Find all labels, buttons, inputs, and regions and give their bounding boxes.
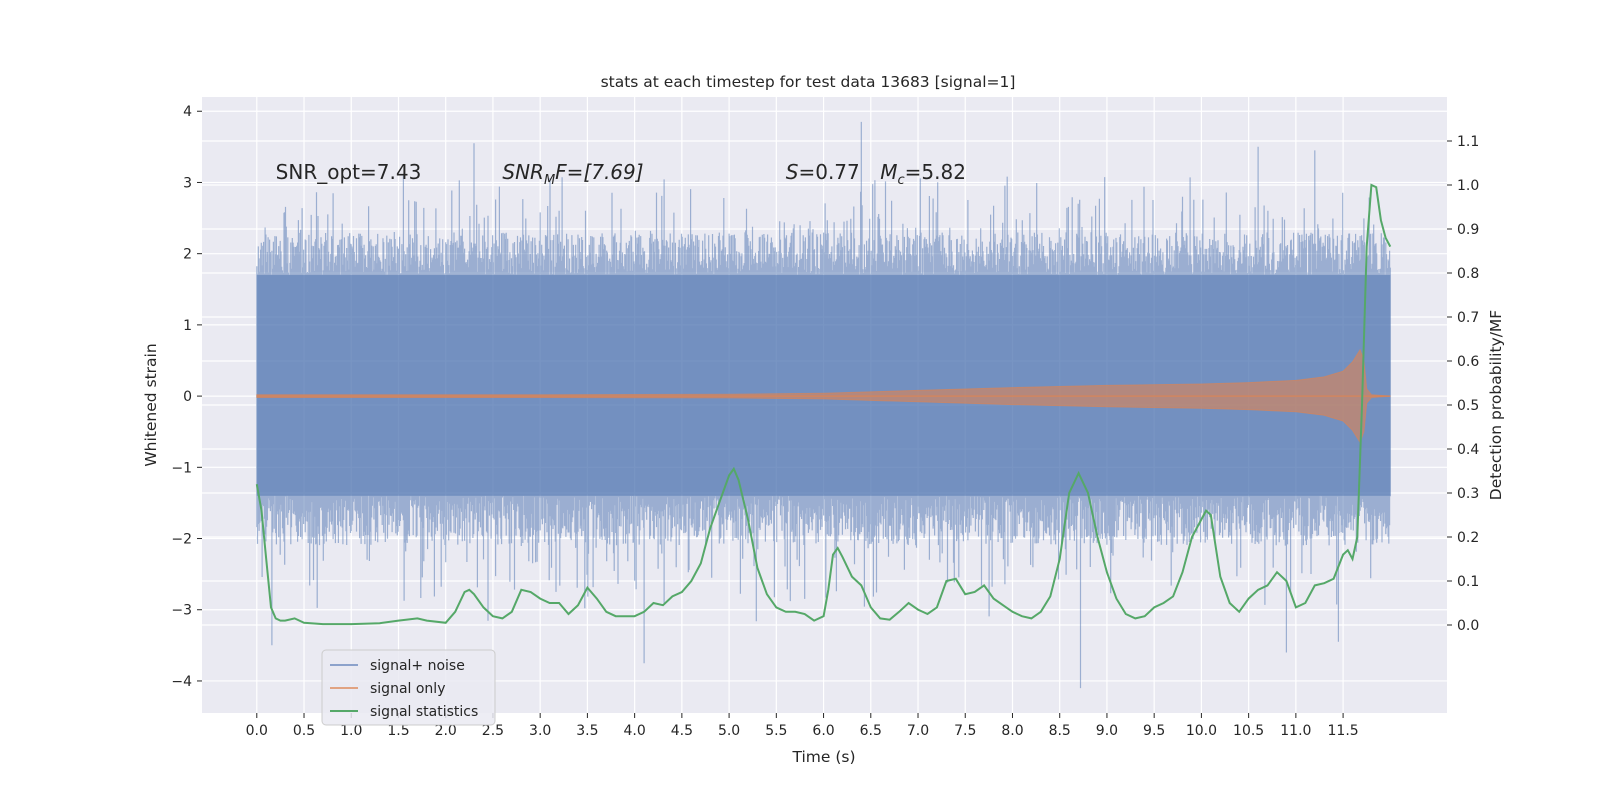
x-axis-label: Time (s) xyxy=(791,748,855,766)
x-tick-label: 8.0 xyxy=(1001,723,1023,739)
x-tick-label: 11.5 xyxy=(1328,723,1359,739)
y2-tick-label: 0.3 xyxy=(1457,486,1479,502)
x-tick-label: 5.5 xyxy=(765,723,787,739)
x-tick-label: 9.0 xyxy=(1096,723,1118,739)
x-tick-label: 0.0 xyxy=(246,723,268,739)
y-tick-label: 1 xyxy=(183,318,192,334)
x-tick-label: 10.5 xyxy=(1233,723,1264,739)
y2-tick-label: 0.2 xyxy=(1457,530,1479,546)
chart-title: stats at each timestep for test data 136… xyxy=(601,73,1016,91)
x-tick-label: 4.5 xyxy=(671,723,693,739)
y2-tick-label: 1.1 xyxy=(1457,134,1479,150)
annotation-text: SNRMF=[7.69] xyxy=(502,160,643,188)
y-tick-label: −1 xyxy=(171,460,192,476)
y2-tick-label: 1.0 xyxy=(1457,178,1479,194)
y-axis-right: 0.0 0.1 0.2 0.3 0.4 0.5 0.6 0.7 0.8 0.9 1.0 1.1 xyxy=(1447,134,1479,634)
x-tick-label: 3.5 xyxy=(576,723,598,739)
annotations: SNR_opt=7.43 SNRMF=[7.69] S=0.77 Mc=5.82 xyxy=(276,160,966,188)
x-tick-label: 5.0 xyxy=(718,723,740,739)
y-tick-label: 3 xyxy=(183,175,192,191)
x-tick-label: 7.0 xyxy=(907,723,929,739)
signal-only-series xyxy=(256,348,1391,444)
y-tick-label: −3 xyxy=(171,603,192,619)
y2-tick-label: 0.9 xyxy=(1457,222,1479,238)
x-tick-label: 2.5 xyxy=(482,723,504,739)
y2-tick-label: 0.6 xyxy=(1457,354,1479,370)
legend-label: signal statistics xyxy=(370,704,478,720)
x-tick-label: 8.5 xyxy=(1049,723,1071,739)
legend-label: signal only xyxy=(370,681,445,697)
legend-label: signal+ noise xyxy=(370,658,465,674)
legend-box xyxy=(321,649,496,726)
x-tick-label: 1.0 xyxy=(340,723,362,739)
y-tick-label: −4 xyxy=(171,674,192,690)
x-tick-label: 0.5 xyxy=(293,723,315,739)
y2-tick-label: 0.7 xyxy=(1457,310,1479,326)
y2-tick-label: 0.4 xyxy=(1457,442,1479,458)
x-tick-label: 9.5 xyxy=(1143,723,1165,739)
x-tick-label: 6.0 xyxy=(812,723,834,739)
x-tick-label: 2.0 xyxy=(435,723,457,739)
signal-statistics-line xyxy=(255,183,1392,626)
y-tick-label: 0 xyxy=(183,389,192,405)
y-tick-label: 4 xyxy=(183,104,192,120)
x-tick-label: 7.5 xyxy=(954,723,976,739)
annotation-text: Mc=5.82 xyxy=(880,160,966,188)
x-tick-label: 3.0 xyxy=(529,723,551,739)
x-tick-label: 11.0 xyxy=(1280,723,1311,739)
signal-statistics-series xyxy=(255,183,1392,626)
y-axis-label: Whitened strain xyxy=(142,343,160,466)
annotation-text: S=0.77 xyxy=(786,160,860,184)
y-tick-label: −2 xyxy=(171,532,192,548)
x-axis: 0.0 0.5 1.0 1.5 2.0 2.5 3.0 3.5 4.0 4.5 5.0 5.5 6.0 6… xyxy=(246,713,1359,739)
y-axis-left: −4 −3 −2 −1 0 1 2 3 4 xyxy=(171,104,202,690)
x-tick-label: 10.0 xyxy=(1186,723,1217,739)
x-tick-label: 4.0 xyxy=(623,723,645,739)
y2-tick-label: 0.5 xyxy=(1457,398,1479,414)
x-tick-label: 6.5 xyxy=(860,723,882,739)
y2-axis-label: Detection probability/MF xyxy=(1487,310,1505,501)
y2-tick-label: 0.1 xyxy=(1457,574,1479,590)
y2-tick-label: 0.0 xyxy=(1457,618,1479,634)
legend: signal+ noise signal only signal statistic… xyxy=(321,649,496,726)
y-tick-label: 2 xyxy=(183,247,192,263)
annotation-text: SNR_opt=7.43 xyxy=(276,160,422,184)
y2-tick-label: 0.8 xyxy=(1457,266,1479,282)
x-tick-label: 1.5 xyxy=(387,723,409,739)
